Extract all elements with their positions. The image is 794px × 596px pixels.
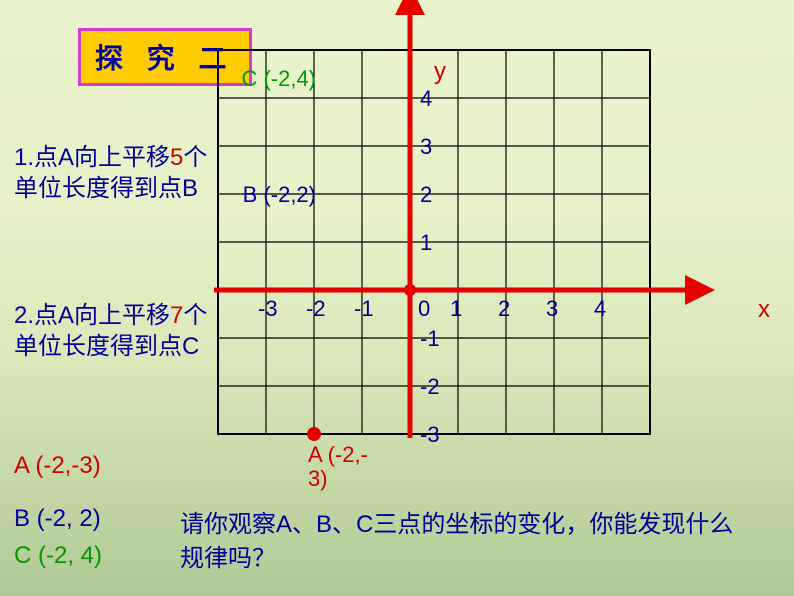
svg-text:-1: -1 — [354, 296, 374, 321]
q1-pre: 1.点A向上平移 — [14, 144, 170, 171]
bottom-question: 请你观察A、B、C三点的坐标的变化，你能发现什么规律吗？ — [180, 508, 740, 575]
q2-num: 7 — [170, 302, 183, 329]
chart-svg: 0 -3 -2 -1 1 2 3 4 -3 -2 -1 1 2 3 4 A (-2,-3) B (-2,2) C … — [218, 38, 778, 498]
question-1: 1.点A向上平移5个单位长度得到点B — [14, 142, 214, 204]
svg-text:3: 3 — [546, 296, 558, 321]
svg-text:2: 2 — [498, 296, 510, 321]
coord-b-label: B (-2, 2) — [14, 503, 101, 534]
coordinate-chart: 0 -3 -2 -1 1 2 3 4 -3 -2 -1 1 2 3 4 A (-2,-3) B (-2,2) C … — [218, 38, 778, 498]
q2-pre: 2.点A向上平移 — [14, 302, 170, 329]
svg-text:B (-2,2): B (-2,2) — [243, 182, 316, 207]
svg-text:3: 3 — [420, 134, 432, 159]
svg-text:-3: -3 — [258, 296, 278, 321]
coord-c-label: C (-2, 4) — [14, 540, 102, 571]
svg-text:3): 3) — [308, 466, 328, 491]
y-axis-label: y — [434, 58, 446, 86]
title-text: 探 究 二 — [95, 43, 235, 74]
svg-text:4: 4 — [420, 86, 432, 111]
svg-text:1: 1 — [450, 296, 462, 321]
svg-text:A (-2,-: A (-2,- — [308, 442, 368, 467]
question-2: 2.点A向上平移7个单位长度得到点C — [14, 300, 214, 362]
svg-text:4: 4 — [594, 296, 606, 321]
coord-a-label: A (-2,-3) — [14, 450, 124, 481]
svg-text:C (-2,4): C (-2,4) — [241, 66, 316, 91]
svg-text:1: 1 — [420, 230, 432, 255]
svg-text:-2: -2 — [420, 374, 440, 399]
svg-text:0: 0 — [418, 296, 430, 321]
q1-num: 5 — [170, 144, 183, 171]
x-axis-label: x — [758, 296, 770, 324]
svg-text:2: 2 — [420, 182, 432, 207]
svg-text:-2: -2 — [306, 296, 326, 321]
svg-text:-3: -3 — [420, 422, 440, 447]
svg-text:-1: -1 — [420, 326, 440, 351]
